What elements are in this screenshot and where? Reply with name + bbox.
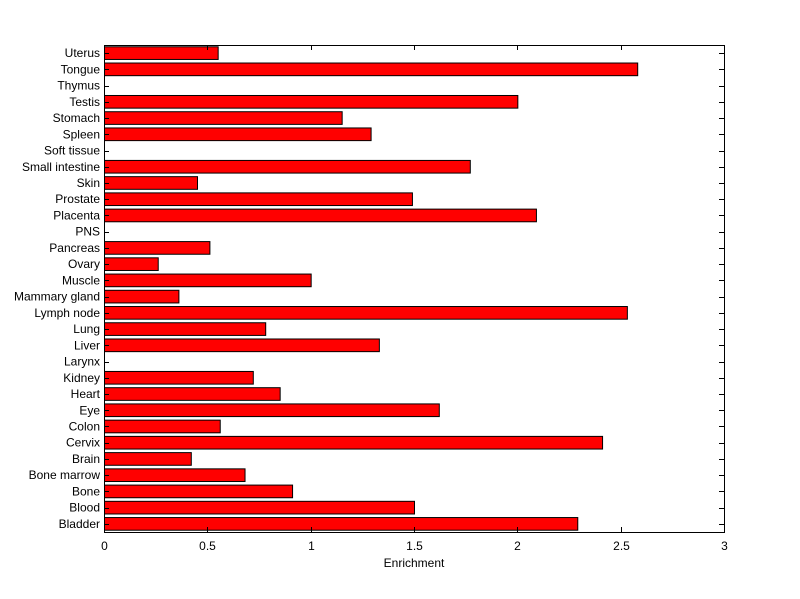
y-tick-label: Larynx [64,355,100,369]
bar [104,517,579,531]
bar [104,192,413,207]
bar [104,94,519,109]
bar [104,306,628,320]
y-tick-label: Kidney [63,371,100,385]
bar [104,403,440,418]
x-tick-label: 1.5 [406,539,423,553]
x-tick-label: 0 [101,539,108,553]
y-tick-label: Testis [69,95,100,109]
y-tick-label: Bone marrow [29,468,101,482]
y-tick-label: Cervix [66,436,100,450]
x-tick-label: 1 [308,539,315,553]
y-tick-label: Stomach [53,111,100,125]
bar [104,370,254,385]
bar [104,241,211,255]
bar [104,484,294,499]
bar [104,273,312,288]
bar [104,176,198,190]
y-axis-ticks: Uterus Tongue Thymus Testis Stomach Spleen Sof… [14,46,724,531]
y-tick-label: Skin [77,176,100,190]
y-tick-label: PNS [75,225,100,239]
bar [104,452,192,466]
x-tick-label: 2.5 [613,539,630,553]
y-tick-label: Colon [69,419,100,433]
y-tick-label: Thymus [57,79,100,93]
bar [104,46,219,60]
y-tick-label: Ovary [68,257,100,271]
bar [104,289,180,304]
y-tick-label: Muscle [62,273,100,287]
y-tick-label: Brain [72,452,100,466]
bars [104,46,639,531]
y-tick-label: Small intestine [22,160,100,174]
bar [104,111,343,125]
bar [104,338,380,353]
y-tick-label: Lung [73,322,100,336]
y-tick-label: Soft tissue [44,144,100,158]
y-tick-label: Blood [69,501,100,515]
bar [104,387,281,401]
y-tick-label: Heart [71,387,101,401]
y-tick-label: Uterus [65,46,100,60]
y-tick-label: Spleen [63,127,100,141]
bar [104,62,639,77]
x-tick-label: 2 [514,539,521,553]
y-tick-label: Tongue [61,62,101,76]
y-tick-label: Placenta [53,208,100,222]
y-tick-label: Pancreas [49,241,100,255]
bar [104,322,267,336]
y-tick-label: Eye [79,403,100,417]
bar [104,159,471,174]
bar [104,208,537,223]
bar [104,127,372,142]
y-tick-label: Prostate [55,192,100,206]
bar [104,468,246,483]
plot-frame [104,45,725,533]
bar [104,257,159,271]
x-tick-label: 3 [721,539,728,553]
bar [104,419,221,434]
x-axis-title: Enrichment [384,556,445,570]
y-tick-label: Bone [72,484,100,498]
y-tick-label: Lymph node [34,306,100,320]
y-tick-label: Bladder [59,517,100,531]
bar [104,500,415,515]
y-tick-label: Liver [74,338,100,352]
bar [104,435,604,450]
x-tick-label: 0.5 [199,539,216,553]
y-tick-label: Mammary gland [14,290,100,304]
